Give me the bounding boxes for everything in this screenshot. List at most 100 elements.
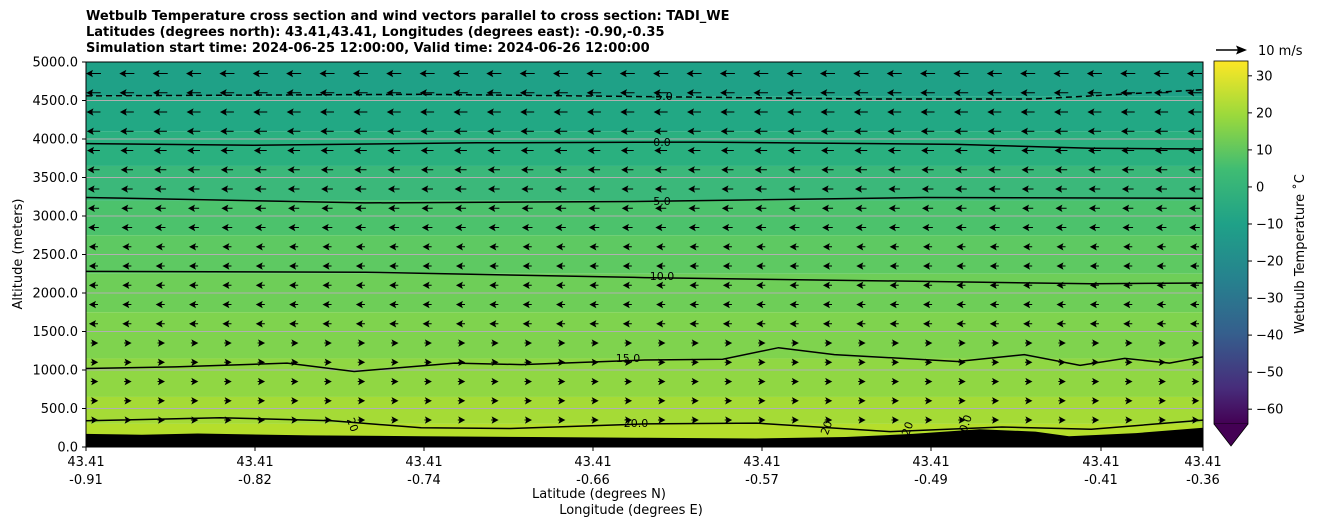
wind-vector <box>1186 69 1202 78</box>
wind-vector <box>886 89 902 97</box>
wind-vector <box>1191 339 1200 347</box>
x-tick-lat: 43.41 <box>405 455 442 470</box>
wind-vector <box>155 243 165 251</box>
wind-vector <box>353 108 368 116</box>
wind-vector <box>1055 185 1067 193</box>
wind-vector <box>586 108 601 116</box>
wind-vector <box>220 146 234 155</box>
wind-vector <box>391 416 399 424</box>
wind-vector <box>589 320 599 328</box>
wind-vector <box>519 69 535 78</box>
wind-vector <box>891 416 900 424</box>
wind-vector <box>855 204 867 212</box>
wind-vector <box>155 281 165 289</box>
wind-vector <box>320 108 334 116</box>
wind-vector <box>921 166 934 174</box>
wind-vector <box>489 320 499 328</box>
wind-vector <box>520 146 534 155</box>
wind-vector <box>253 146 267 155</box>
wind-vector <box>1054 146 1068 155</box>
wind-vector <box>420 108 435 116</box>
wind-vector <box>1123 243 1133 251</box>
wind-vector <box>987 146 1001 155</box>
wind-vector <box>354 185 367 193</box>
wind-vector <box>387 127 401 135</box>
wind-vector <box>454 166 467 174</box>
wind-vector <box>1187 89 1202 97</box>
wind-vector <box>457 397 466 405</box>
wind-vector <box>522 262 532 270</box>
wind-vector <box>1056 300 1066 309</box>
wind-vector <box>922 223 933 232</box>
wind-vector <box>88 300 98 309</box>
wind-vector <box>255 300 265 309</box>
wind-vector <box>991 397 1000 405</box>
wind-vector <box>724 397 733 405</box>
wind-vector <box>620 89 635 97</box>
wind-vector <box>489 262 499 270</box>
wind-vector <box>1024 416 1033 424</box>
wind-vector <box>154 185 167 193</box>
wind-vector <box>421 204 433 212</box>
wind-vector <box>656 262 666 270</box>
wind-vector <box>86 127 101 135</box>
wind-vector <box>555 223 566 232</box>
wind-vector <box>924 339 933 347</box>
wind-vector <box>824 358 833 366</box>
wind-vector <box>689 243 699 251</box>
wind-vector <box>222 262 232 270</box>
wind-vector <box>1189 243 1199 251</box>
wind-vector <box>1125 416 1133 424</box>
wind-vector <box>87 146 100 155</box>
wind-vector <box>522 281 532 289</box>
temperature-band <box>86 358 1203 397</box>
x-tick-lon: -0.82 <box>238 473 272 488</box>
wind-vector <box>289 243 299 251</box>
wind-vector <box>1123 281 1133 289</box>
wind-vector <box>286 127 301 135</box>
wind-vector <box>655 223 666 232</box>
terrain <box>86 427 1203 447</box>
wind-vector <box>656 300 666 309</box>
wind-vector <box>1023 281 1033 289</box>
wind-vector <box>257 397 266 405</box>
wind-vector <box>287 146 301 155</box>
colorbar-tick-label: 10 <box>1256 143 1273 158</box>
wind-vector <box>954 127 968 135</box>
wind-vector <box>858 339 866 347</box>
wind-vector <box>457 416 466 424</box>
contour-lines <box>85 88 1204 433</box>
colorbar-tick-label: −40 <box>1256 329 1283 344</box>
wind-vector <box>889 300 899 309</box>
wind-vector <box>591 377 599 386</box>
colorbar-gradient <box>1213 60 1249 425</box>
wind-vector <box>620 146 634 155</box>
wind-vector <box>622 320 632 328</box>
wind-vector <box>90 377 99 386</box>
wind-vector <box>621 185 634 193</box>
wind-vector <box>257 339 266 347</box>
wind-vector <box>1058 339 1066 347</box>
chart-title: Wetbulb Temperature cross section and wi… <box>86 9 730 57</box>
wind-vector <box>591 358 599 366</box>
wind-vector <box>190 358 199 366</box>
wind-vector <box>187 185 200 193</box>
wind-vector <box>122 262 132 270</box>
y-tick-label: 2500.0 <box>33 248 79 263</box>
wind-vector <box>322 243 332 251</box>
wind-vector <box>1122 223 1134 232</box>
wind-vector <box>786 69 802 78</box>
wind-vector <box>721 166 734 174</box>
wind-vector <box>1123 262 1133 270</box>
wind-vector <box>920 69 936 78</box>
wind-vector <box>821 166 834 174</box>
wind-vector <box>920 127 935 135</box>
wind-vector <box>624 416 633 424</box>
wind-vector <box>655 204 667 212</box>
wind-vector <box>486 89 502 97</box>
temperature-band <box>86 165 1203 201</box>
wind-vector <box>420 146 434 155</box>
wind-vector <box>190 416 199 424</box>
wind-vector <box>1091 416 1100 424</box>
wind-vector <box>689 262 699 270</box>
